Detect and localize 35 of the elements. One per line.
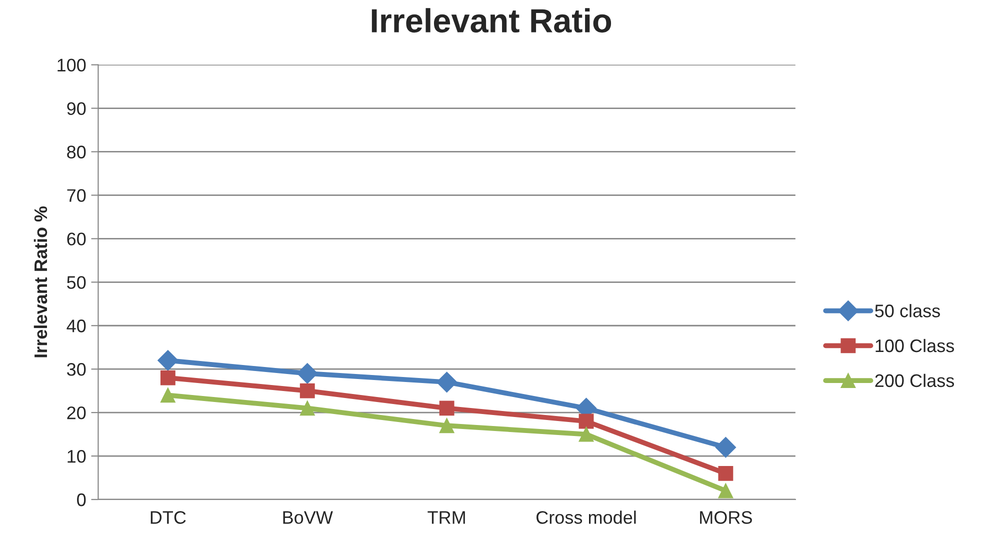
legend-label: 50 class: [875, 304, 940, 318]
y-tick-label: 10: [68, 450, 86, 463]
y-tick-label: 50: [67, 276, 86, 289]
chart-title: Irrelevant Ratio: [372, 8, 612, 33]
point: [158, 350, 178, 371]
point: [297, 363, 318, 384]
legend-label: 100 Class: [876, 338, 954, 352]
point: [300, 383, 315, 398]
y-tick-label: 60: [67, 232, 86, 246]
point: [439, 400, 454, 416]
point: [160, 388, 176, 403]
x-tick-label: MORS: [700, 511, 752, 524]
point: [300, 400, 315, 416]
point: [436, 372, 458, 392]
y-tick-label: 20: [67, 406, 86, 420]
point: [439, 418, 454, 434]
y-tick-label: 40: [66, 320, 86, 332]
point: [718, 466, 734, 481]
x-tick-label: TRM: [428, 511, 465, 524]
legend-label: 200 Class: [875, 374, 954, 388]
y-tick-label: 0: [77, 493, 86, 506]
x-tick-label: BoVW: [283, 511, 333, 524]
x-tick-label: DTC: [150, 511, 186, 524]
point: [578, 426, 594, 442]
y-tick-label: 100: [58, 58, 86, 72]
y-tick-label: 70: [67, 189, 86, 202]
point: [718, 483, 734, 498]
y-tick-label: 80: [67, 146, 86, 158]
x-tick-label: Cross model: [536, 510, 636, 524]
point: [578, 414, 594, 429]
point: [715, 436, 736, 458]
y-axis-title: Irrelevant Ratio %: [34, 206, 48, 358]
y-tick-label: 90: [67, 102, 86, 115]
y-tick-label: 30: [67, 363, 86, 376]
point: [160, 370, 176, 386]
